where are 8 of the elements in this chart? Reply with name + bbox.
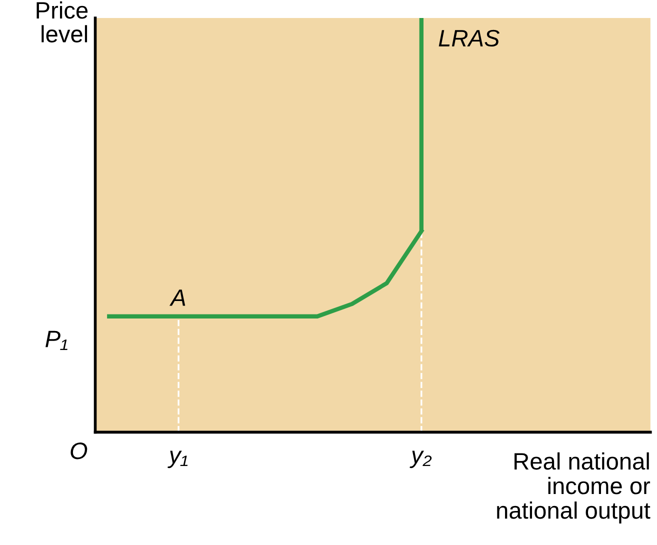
text: Price level [36, 1, 88, 42]
text: P₁ [46, 330, 68, 350]
text: O [70, 442, 88, 460]
ref-line-label: LRAS [438, 30, 500, 47]
x-axis-title: Real national income or national output [497, 452, 650, 524]
annotation: A [170, 290, 186, 306]
x-tick-label: y₂ [410, 450, 432, 468]
x-tick-label: y₁ [168, 450, 188, 468]
